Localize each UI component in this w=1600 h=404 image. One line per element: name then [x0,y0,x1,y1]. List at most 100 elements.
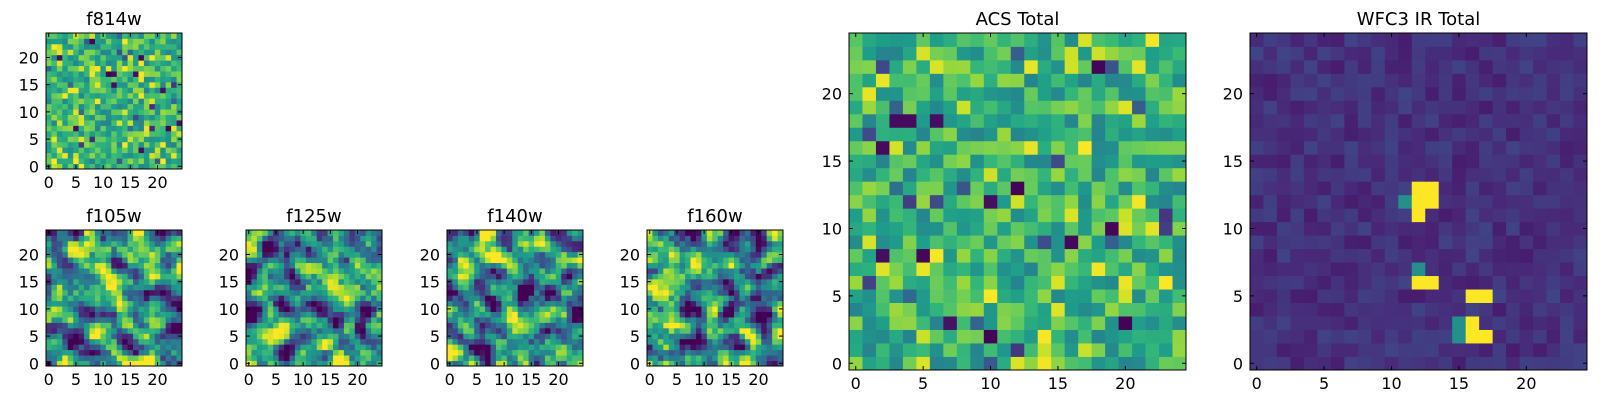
heatmap-cell [1533,86,1547,101]
y-tick-label: 10 [420,300,440,319]
heatmap-cell [127,92,134,99]
heatmap-cell [690,360,697,367]
heatmap-cell [154,109,161,115]
x-tick-label: 0 [244,370,254,389]
heatmap-cell [160,284,167,291]
heatmap-cell [772,333,778,340]
heatmap-cell [354,257,361,264]
heatmap-cell [1452,356,1467,371]
heatmap-cell [490,284,497,291]
heatmap-cell [734,360,740,367]
heatmap-cell [176,158,183,164]
heatmap-cell [929,86,944,101]
heatmap-cell [495,278,502,285]
heatmap-cell [723,284,729,291]
heatmap-cell [171,327,177,334]
heatmap-cell [138,262,145,269]
heatmap-cell [485,268,491,274]
heatmap-cell [766,235,773,242]
heatmap-cell [251,327,258,334]
heatmap-cell [512,338,519,345]
heatmap-cell [875,235,890,250]
heatmap-cell [761,273,768,280]
heatmap-cell [160,295,167,302]
heatmap-cell [51,120,58,126]
heatmap-cell [447,338,453,345]
heatmap-cell [970,221,985,236]
heatmap-cell [305,355,312,361]
heatmap-cell [544,257,551,264]
heatmap-cell [371,327,377,334]
heatmap-cell [246,268,252,274]
heatmap-cell [744,306,751,312]
heatmap-cell [73,136,80,143]
heatmap-cell [474,278,481,285]
heatmap-cell [706,344,713,351]
heatmap-cell [51,344,58,351]
heatmap-cell [127,87,134,94]
heatmap-cell [1371,167,1386,182]
heatmap-cell [1438,100,1453,115]
heatmap-cell [1492,329,1507,344]
heatmap-cell [376,322,383,329]
heatmap-cell [916,167,931,182]
heatmap-cell [916,343,931,357]
heatmap-cell [349,235,356,242]
heatmap-cell [1384,33,1399,47]
heatmap-cell [160,344,167,351]
heatmap-cell [1546,329,1561,344]
heatmap-cell [127,251,134,258]
heatmap-cell [452,257,459,264]
heatmap-cell [62,273,69,280]
heatmap-cell [970,262,985,277]
heatmap-cell [452,338,459,345]
heatmap-cell [1091,86,1106,101]
heatmap-cell [479,306,486,312]
heatmap-cell [755,268,762,274]
heatmap-cell [1492,154,1507,169]
heatmap-cell [755,333,762,340]
heatmap-cell [273,289,280,296]
heatmap-cell [116,109,123,115]
heatmap-cell [447,295,453,302]
heatmap-cell [365,278,372,285]
heatmap-cell [862,289,877,303]
heatmap-cell [1051,113,1066,128]
heatmap-cell [51,92,58,99]
heatmap-cell [1506,194,1520,209]
heatmap-cell [1452,127,1467,142]
heatmap-cell [143,289,150,296]
heatmap-cell [916,262,931,277]
heatmap-cell [1357,154,1372,169]
heatmap-cell [506,246,513,253]
heatmap-cell [561,306,568,312]
heatmap-cell [316,306,323,312]
heatmap-cell [517,268,524,274]
heatmap-cell [354,251,361,258]
heatmap-cell [479,327,486,334]
heatmap-cell [138,87,145,94]
heatmap-cell [544,355,551,361]
heatmap-cell [501,317,508,323]
heatmap-cell [777,295,784,302]
heatmap-cell [744,355,751,361]
heatmap-cell [333,284,339,291]
heatmap-cell [561,333,568,340]
heatmap-cell [62,306,69,312]
heatmap-cell [663,284,670,291]
heatmap-cell [84,71,90,77]
heatmap-cell [490,273,497,280]
heatmap-cell [105,125,112,132]
heatmap-cell [734,317,740,323]
heatmap-cell [171,338,177,345]
heatmap-cell [517,257,524,264]
heatmap-cell [755,273,762,280]
heatmap-cell [338,360,345,367]
heatmap-cell [1438,221,1453,236]
heatmap-cell [305,273,312,280]
heatmap-cell [1384,194,1399,209]
heatmap-cell [929,208,944,223]
heatmap-cell [84,317,90,323]
heatmap-cell [1384,356,1399,371]
